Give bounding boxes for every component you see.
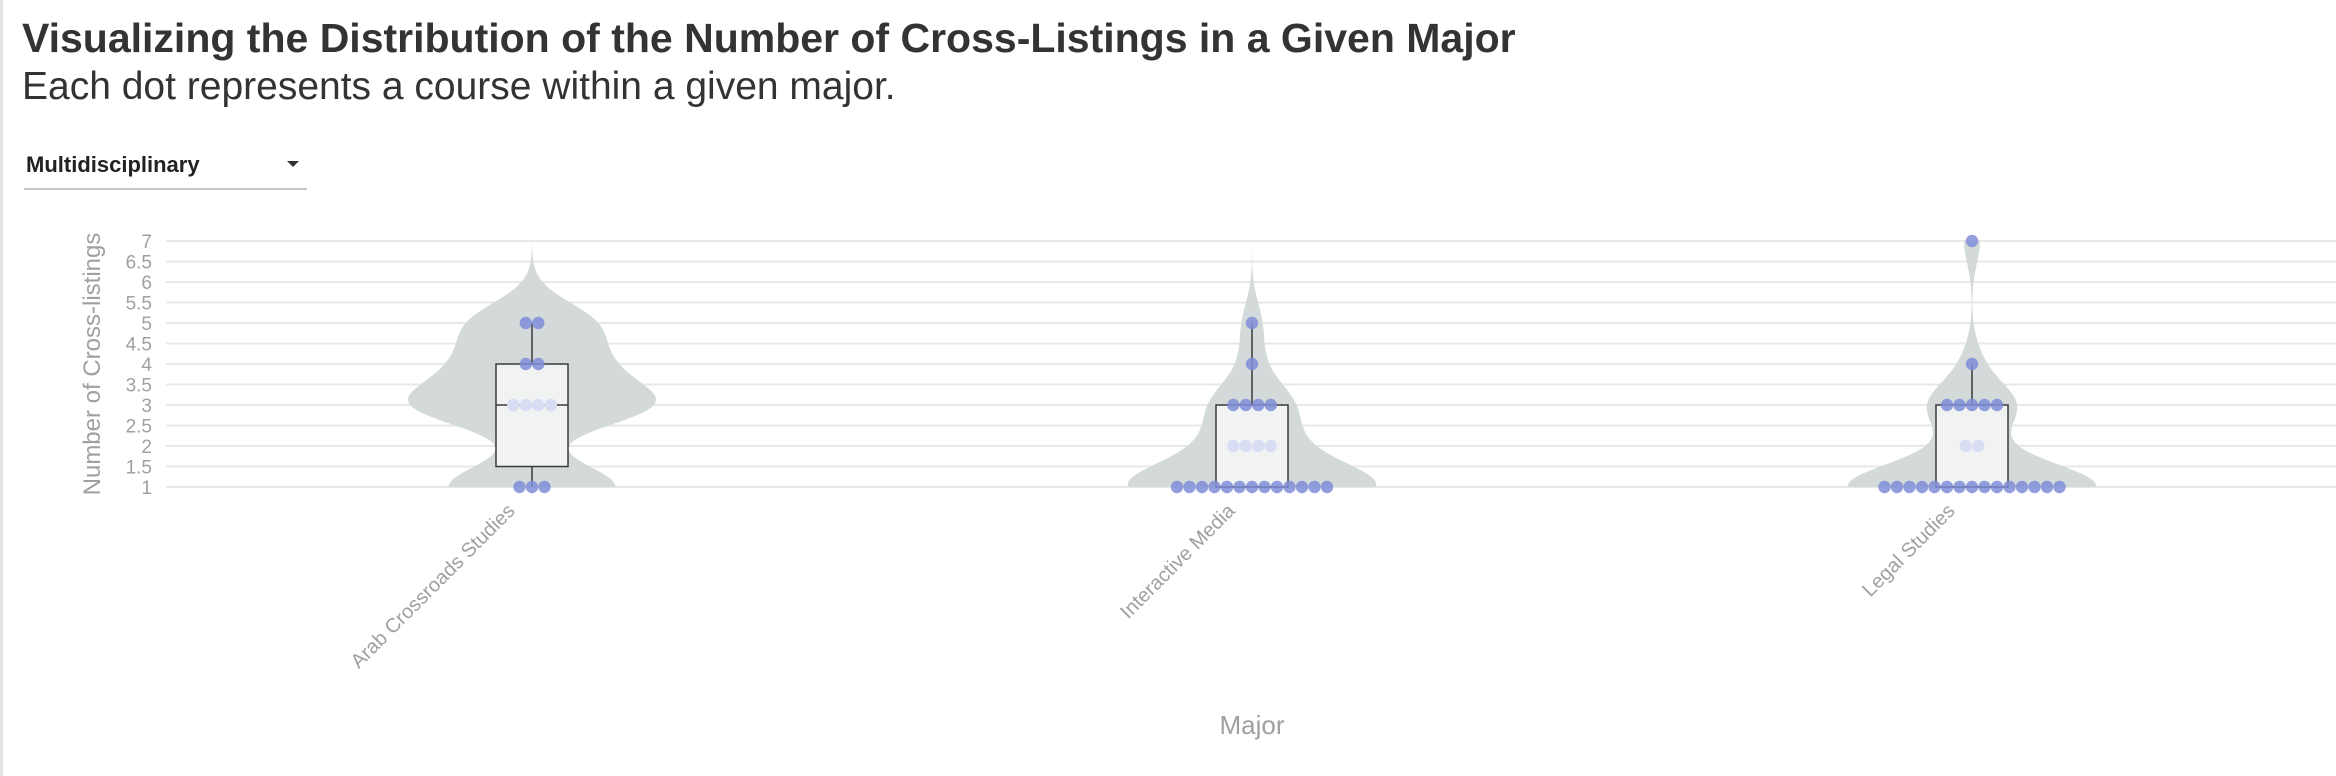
data-point (538, 480, 551, 494)
data-point (519, 316, 532, 330)
data-point (1940, 480, 1954, 494)
data-point (1965, 480, 1979, 494)
data-point (1239, 398, 1253, 412)
y-tick-label: 2.5 (126, 417, 152, 438)
y-tick-label: 4.5 (126, 335, 152, 356)
data-point (1195, 480, 1209, 494)
data-point (1295, 480, 1309, 494)
data-point (1233, 480, 1246, 494)
data-point (1227, 439, 1240, 453)
data-point (1220, 480, 1234, 494)
y-tick-label: 6.5 (126, 253, 152, 274)
data-point (1959, 439, 1973, 453)
data-point (2015, 480, 2029, 494)
data-point (1940, 398, 1954, 412)
y-tick-label: 1.5 (126, 458, 152, 479)
data-point (2040, 480, 2054, 494)
y-axis-title: Number of Cross-listings (79, 233, 106, 496)
data-point (507, 398, 520, 412)
caret-down-icon[interactable] (287, 161, 299, 167)
data-point (1227, 398, 1240, 412)
data-point (1903, 480, 1916, 494)
data-point (1252, 439, 1265, 453)
data-point (1915, 480, 1929, 494)
data-point (519, 398, 532, 412)
data-point (2028, 480, 2041, 494)
data-point (519, 357, 532, 371)
y-tick-label: 5.5 (126, 294, 152, 315)
data-point (1239, 439, 1253, 453)
y-tick-label: 3.5 (126, 376, 152, 397)
data-point (1245, 316, 1259, 330)
y-tick-label: 5 (141, 314, 152, 335)
data-point (532, 316, 545, 330)
data-point (1978, 480, 1991, 494)
page-left-border (0, 0, 3, 776)
x-axis-title: Major (1219, 710, 1284, 740)
data-point (1953, 398, 1966, 412)
x-tick-label: Legal Studies (1858, 500, 1959, 601)
data-point (532, 398, 545, 412)
data-point (1320, 480, 1334, 494)
data-point (1208, 480, 1221, 494)
data-point (2003, 480, 2016, 494)
data-point (1258, 480, 1271, 494)
data-point (1878, 480, 1891, 494)
box (495, 363, 569, 468)
data-point (1965, 234, 1979, 248)
y-tick-label: 7 (141, 232, 152, 253)
data-point (1252, 398, 1265, 412)
y-tick-label: 4 (141, 355, 152, 376)
data-point (1308, 480, 1321, 494)
data-point (1245, 357, 1259, 371)
data-point (513, 480, 526, 494)
data-point (2053, 480, 2066, 494)
data-point (1990, 480, 2004, 494)
y-tick-label: 2 (141, 437, 152, 458)
data-point (1978, 398, 1991, 412)
data-point (1890, 480, 1904, 494)
x-tick-label: Interactive Media (1116, 499, 1240, 623)
data-point (1972, 439, 1985, 453)
major-dropdown[interactable]: Multidisciplinary (24, 148, 307, 190)
y-tick-label: 3 (141, 396, 152, 417)
data-point (1283, 480, 1296, 494)
y-tick-label: 6 (141, 273, 152, 294)
major-dropdown-value: Multidisciplinary (26, 152, 200, 177)
data-point (1928, 480, 1941, 494)
data-point (1965, 357, 1979, 371)
data-point (1264, 439, 1278, 453)
data-point (1953, 480, 1966, 494)
data-point (532, 357, 545, 371)
data-point (1264, 398, 1278, 412)
data-point (1170, 480, 1184, 494)
data-point (1183, 480, 1196, 494)
data-point (1245, 480, 1259, 494)
data-point (1965, 398, 1979, 412)
y-tick-label: 1 (141, 478, 152, 499)
data-point (1990, 398, 2004, 412)
data-point (1270, 480, 1284, 494)
page-subtitle: Each dot represents a course within a gi… (22, 65, 896, 108)
x-tick-label: Arab Crossroads Studies (347, 500, 520, 673)
data-point (544, 398, 557, 412)
page-title: Visualizing the Distribution of the Numb… (22, 15, 1516, 61)
data-point (525, 480, 539, 494)
